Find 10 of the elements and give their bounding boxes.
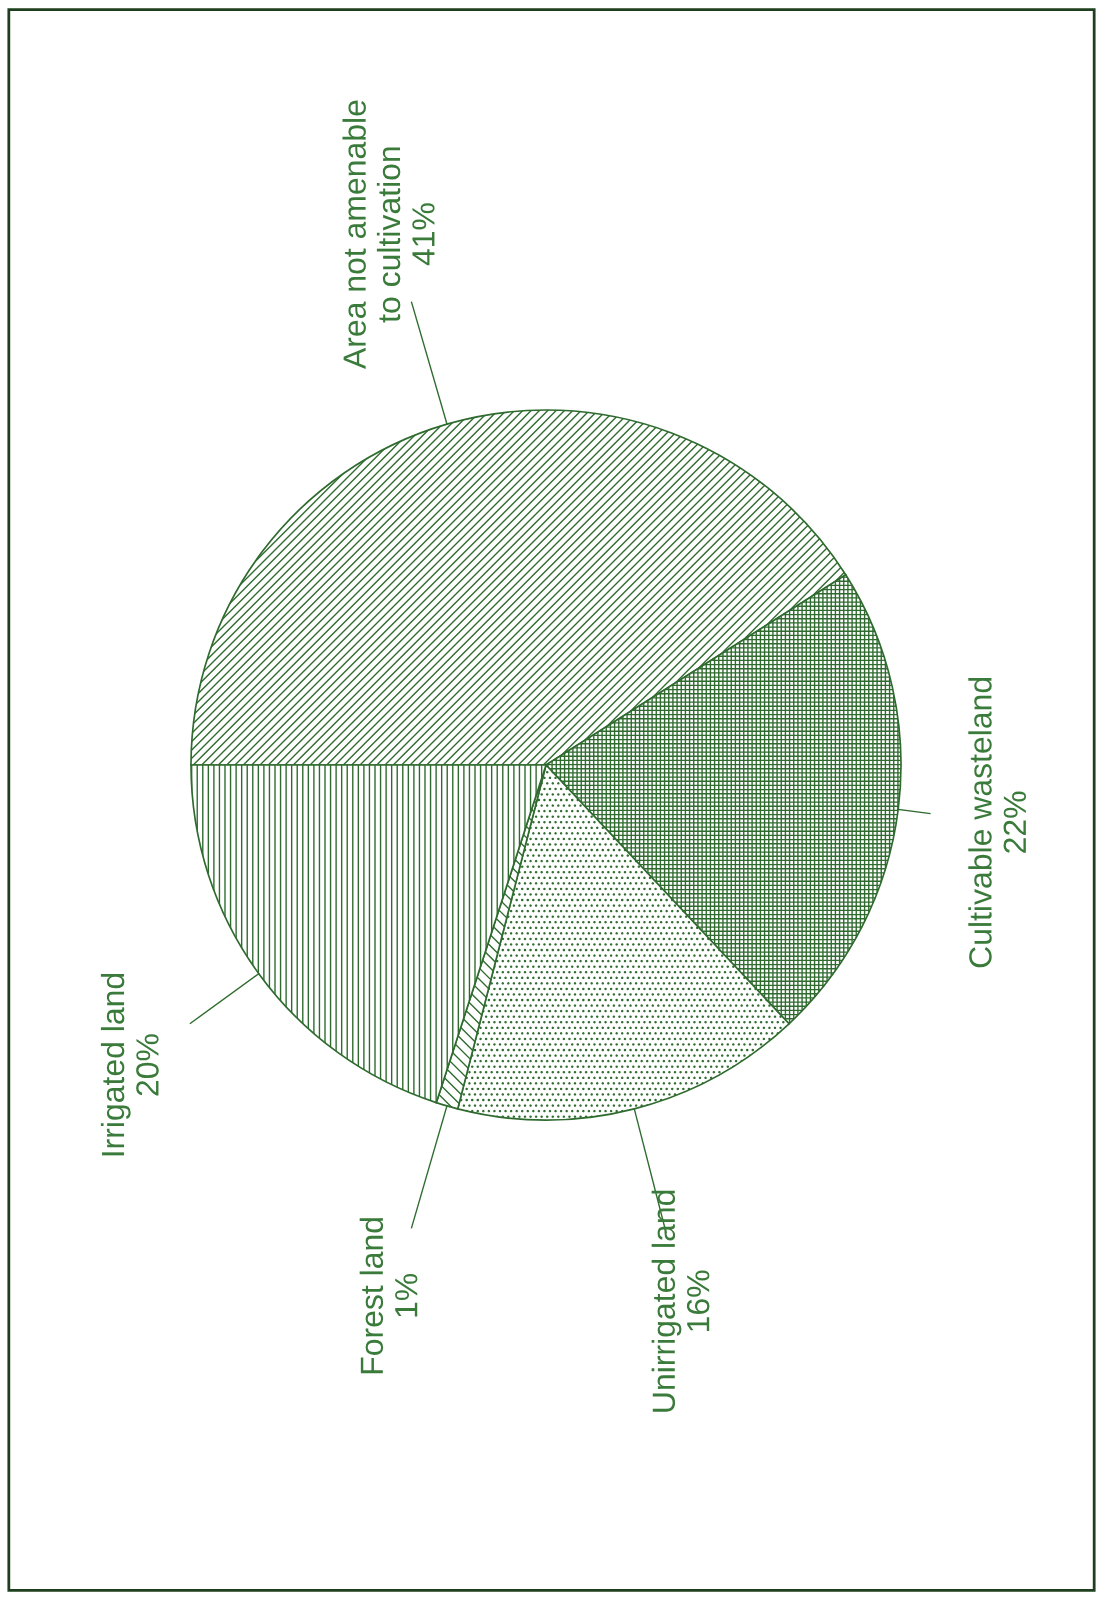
data-label: 41% xyxy=(412,203,435,266)
slice-label: Area not amenable to cultivation xyxy=(342,100,401,369)
data-label: 1% xyxy=(395,1273,418,1317)
data-label: 22% xyxy=(1003,791,1027,853)
data-label: 16% xyxy=(686,1270,710,1331)
slice-label: Unirrigated land xyxy=(651,1190,682,1412)
slice-label: Irrigated land xyxy=(100,973,131,1156)
data-label: 20% xyxy=(136,1034,159,1096)
slice-label: Forest land xyxy=(359,1218,384,1374)
slice-label: Cultivable wasteland xyxy=(968,677,992,968)
